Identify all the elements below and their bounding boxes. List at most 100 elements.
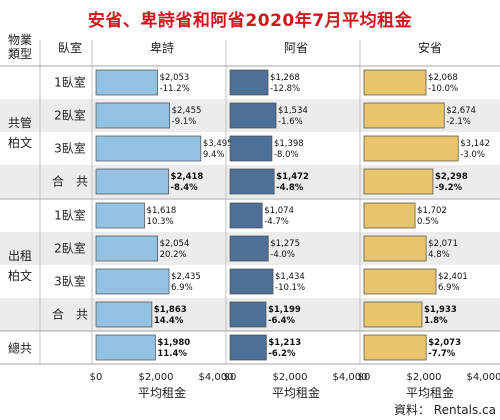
bar xyxy=(95,168,169,195)
change-label: -6.2% xyxy=(268,349,296,359)
change-label: -10.0% xyxy=(428,84,458,94)
bar xyxy=(363,69,427,96)
group-label: 總共 xyxy=(8,341,32,356)
change-label: -8.4% xyxy=(171,183,199,193)
bar xyxy=(95,268,170,295)
series-header: 卑詩 xyxy=(150,40,174,55)
value-label: $1,702 xyxy=(417,206,447,216)
bar xyxy=(229,69,269,96)
bar xyxy=(95,334,156,361)
change-label: 10.3% xyxy=(147,217,174,227)
bar xyxy=(95,102,171,129)
value-label: $2,071 xyxy=(428,239,458,249)
x-tick-label: $0 xyxy=(358,372,371,383)
bar xyxy=(95,202,145,229)
value-label: $1,398 xyxy=(274,139,304,149)
x-tick-label: $4,000 xyxy=(199,372,234,383)
value-label: $1,933 xyxy=(424,305,457,315)
change-label: 0.5% xyxy=(417,217,439,227)
change-label: 11.4% xyxy=(157,349,187,359)
chart-title: 安省、卑詩省和阿省2020年7月平均租金 xyxy=(87,11,413,31)
room-label: 2臥室 xyxy=(54,241,86,256)
source-note: 資料： Rentals.ca xyxy=(394,403,496,417)
change-label: -9.2% xyxy=(435,183,463,193)
value-label: $1,472 xyxy=(276,172,309,182)
change-label: -4.8% xyxy=(276,183,304,193)
category-header: 物業 xyxy=(8,33,32,47)
change-label: -4.7% xyxy=(264,217,289,227)
bar xyxy=(229,334,267,361)
value-label: $1,534 xyxy=(278,106,308,116)
change-label: -8.0% xyxy=(274,150,299,160)
x-tick-label: $4,000 xyxy=(467,372,500,383)
value-label: $2,674 xyxy=(446,106,476,116)
value-label: $2,401 xyxy=(438,272,468,282)
change-label: 1.8% xyxy=(424,316,448,326)
room-label: 3臥室 xyxy=(54,274,86,289)
value-label: $1,275 xyxy=(270,239,300,249)
value-label: $1,268 xyxy=(270,73,300,83)
change-label: -9.1% xyxy=(172,117,197,127)
bar xyxy=(363,235,427,262)
bar xyxy=(363,334,427,361)
bar xyxy=(363,268,437,295)
change-label: -2.1% xyxy=(446,117,471,127)
room-label: 合 共 xyxy=(52,307,88,322)
change-label: -10.1% xyxy=(275,283,305,293)
change-label: -6.4% xyxy=(268,316,296,326)
room-label: 1臥室 xyxy=(54,208,86,223)
change-label: -7.7% xyxy=(428,349,456,359)
bar xyxy=(229,102,277,129)
bar xyxy=(363,168,434,195)
change-label: 20.2% xyxy=(160,250,187,260)
bar xyxy=(95,135,202,162)
change-label: 9.4% xyxy=(203,150,225,160)
change-label: 6.9% xyxy=(171,283,193,293)
room-label: 3臥室 xyxy=(54,141,86,156)
value-label: $1,199 xyxy=(268,305,301,315)
value-label: $2,073 xyxy=(428,338,461,348)
change-label: -12.8% xyxy=(270,84,300,94)
series-header: 阿省 xyxy=(284,41,308,55)
bar xyxy=(363,202,416,229)
group-label: 柏文 xyxy=(8,135,32,150)
room-header: 臥室 xyxy=(58,40,82,55)
value-label: $1,863 xyxy=(154,305,187,315)
change-label: 4.8% xyxy=(428,250,450,260)
x-tick-label: $4,000 xyxy=(333,372,368,383)
series-header: 安省 xyxy=(418,40,442,55)
group-label: 出租 xyxy=(8,249,32,263)
bar xyxy=(363,135,459,162)
x-tick-label: $0 xyxy=(90,372,103,383)
change-label: 6.9% xyxy=(438,283,460,293)
value-label: $1,074 xyxy=(264,206,294,216)
bar xyxy=(95,69,158,96)
value-label: $1,213 xyxy=(268,338,301,348)
bar xyxy=(229,202,263,229)
category-header: 類型 xyxy=(8,47,32,61)
value-label: $1,980 xyxy=(157,338,190,348)
bar xyxy=(229,168,275,195)
value-label: $2,435 xyxy=(171,272,201,282)
bar xyxy=(363,102,445,129)
x-tick-label: $2,000 xyxy=(139,372,174,383)
value-label: $1,618 xyxy=(147,206,177,216)
group-label: 共管 xyxy=(8,115,32,130)
group-label: 柏文 xyxy=(8,268,32,283)
x-tick-label: $2,000 xyxy=(407,372,442,383)
value-label: $3,495 xyxy=(203,139,233,149)
bar xyxy=(229,268,274,295)
room-label: 2臥室 xyxy=(54,108,86,123)
room-label: 1臥室 xyxy=(54,75,86,90)
x-axis-label: 平均租金 xyxy=(406,385,454,400)
x-axis-label: 平均租金 xyxy=(272,385,320,400)
x-axis-label: 平均租金 xyxy=(138,385,186,400)
value-label: $3,142 xyxy=(460,139,490,149)
bar xyxy=(95,235,158,262)
change-label: -3.0% xyxy=(460,150,485,160)
bar xyxy=(363,301,423,328)
x-tick-label: $2,000 xyxy=(273,372,308,383)
value-label: $2,053 xyxy=(160,73,190,83)
change-label: -4.0% xyxy=(270,250,295,260)
